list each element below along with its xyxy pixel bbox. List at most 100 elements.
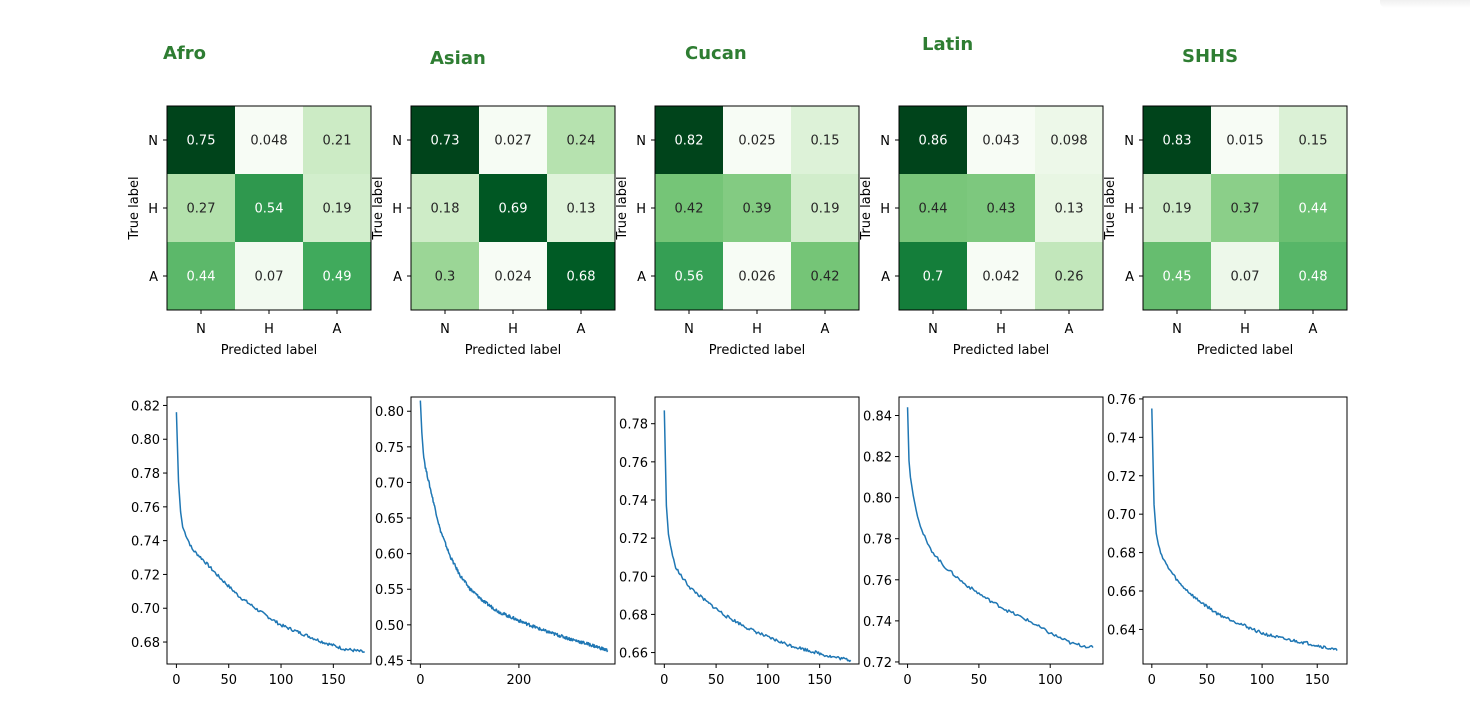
y-tick-label: 0.45 xyxy=(375,654,404,669)
col-label: H xyxy=(508,322,518,337)
heatmap-value: 0.24 xyxy=(567,134,596,149)
y-tick-label: 0.78 xyxy=(131,467,160,482)
heatmap-cell xyxy=(235,106,304,175)
heatmap-cell xyxy=(167,242,236,311)
heatmap-value: 0.026 xyxy=(738,270,775,285)
x-tick-label: 50 xyxy=(220,673,237,688)
heatmap-cell xyxy=(899,174,968,243)
heatmap-cell xyxy=(655,174,724,243)
y-tick-label: 0.68 xyxy=(131,636,160,651)
x-tick-label: 0 xyxy=(903,673,911,688)
heatmap-cell xyxy=(1143,242,1212,311)
y-tick-label: 0.65 xyxy=(375,512,404,527)
heatmap-cell xyxy=(899,106,968,175)
loss-curve xyxy=(175,412,365,653)
panel-title: Afro xyxy=(163,43,206,64)
heatmap-value: 0.13 xyxy=(567,202,596,217)
heatmap-value: 0.13 xyxy=(1055,202,1084,217)
heatmap-value: 0.68 xyxy=(567,270,596,285)
y-tick-label: 0.72 xyxy=(863,656,892,671)
row-label: H xyxy=(148,202,158,217)
heatmap-cell xyxy=(1143,174,1212,243)
heatmap-value: 0.15 xyxy=(811,134,840,149)
y-tick-label: 0.74 xyxy=(619,494,648,509)
heatmap-value: 0.49 xyxy=(323,270,352,285)
x-tick-label: 100 xyxy=(1038,673,1063,688)
y-tick-label: 0.72 xyxy=(1107,470,1136,485)
x-tick-label: 150 xyxy=(1305,673,1330,688)
y-tick-label: 0.82 xyxy=(131,399,160,414)
y-tick-label: 0.50 xyxy=(375,619,404,634)
x-tick-label: 100 xyxy=(755,673,780,688)
heatmap-value: 0.19 xyxy=(1163,202,1192,217)
x-tick-label: 50 xyxy=(1199,673,1216,688)
heatmap-value: 0.83 xyxy=(1163,134,1192,149)
heatmap-cell xyxy=(1035,174,1104,243)
y-tick-label: 0.82 xyxy=(863,451,892,466)
col-label: H xyxy=(264,322,274,337)
heatmap-value: 0.43 xyxy=(987,202,1016,217)
col-label: N xyxy=(684,322,694,337)
heatmap-cell xyxy=(547,106,616,175)
row-label: N xyxy=(636,134,646,149)
heatmap-value: 0.39 xyxy=(743,202,772,217)
heatmap-value: 0.42 xyxy=(675,202,704,217)
y-tick-label: 0.70 xyxy=(619,570,648,585)
x-tick-label: 0 xyxy=(660,673,668,688)
window-shadow xyxy=(1380,0,1470,8)
row-label: A xyxy=(1125,270,1134,285)
heatmap-cell xyxy=(723,174,792,243)
heatmap-cell xyxy=(967,106,1036,175)
heatmap-cell xyxy=(791,242,860,311)
col-label: H xyxy=(1240,322,1250,337)
heatmap-value: 0.027 xyxy=(494,134,531,149)
loss-curve xyxy=(419,400,609,653)
y-axis-label: True label xyxy=(1103,176,1118,240)
heatmap-value: 0.69 xyxy=(499,202,528,217)
col-label: N xyxy=(928,322,938,337)
row-label: A xyxy=(637,270,646,285)
heatmap-cell xyxy=(899,242,968,311)
heatmap-cell xyxy=(547,242,616,311)
heatmap-cell xyxy=(547,174,616,243)
x-axis-label: Predicted label xyxy=(465,343,562,358)
x-axis-label: Predicted label xyxy=(1197,343,1294,358)
y-axis-label: True label xyxy=(371,176,386,240)
y-tick-label: 0.70 xyxy=(131,602,160,617)
heatmap-cell xyxy=(1211,174,1280,243)
heatmap-cell xyxy=(167,174,236,243)
col-label: N xyxy=(196,322,206,337)
heatmap-cell xyxy=(303,106,372,175)
heatmap-cell xyxy=(1035,242,1104,311)
row-label: A xyxy=(881,270,890,285)
heatmap-cell xyxy=(303,174,372,243)
y-tick-label: 0.78 xyxy=(863,533,892,548)
heatmap-value: 0.015 xyxy=(1226,134,1263,149)
row-label: N xyxy=(1124,134,1134,149)
y-tick-label: 0.55 xyxy=(375,583,404,598)
panel-title: Cucan xyxy=(685,43,747,64)
x-tick-label: 50 xyxy=(971,673,988,688)
plot-frame xyxy=(898,396,1104,665)
loss-curve xyxy=(1151,408,1338,651)
y-axis-label: True label xyxy=(615,176,630,240)
heatmap-value: 0.042 xyxy=(982,270,1019,285)
heatmap-value: 0.024 xyxy=(494,270,531,285)
heatmap-cell xyxy=(479,242,548,311)
heatmap-value: 0.45 xyxy=(1163,270,1192,285)
y-tick-label: 0.66 xyxy=(619,647,648,662)
col-label: A xyxy=(821,322,830,337)
y-tick-label: 0.68 xyxy=(619,608,648,623)
x-tick-label: 0 xyxy=(1148,673,1156,688)
heatmap-cell xyxy=(1279,242,1348,311)
x-axis-label: Predicted label xyxy=(709,343,806,358)
y-tick-label: 0.80 xyxy=(375,405,404,420)
x-tick-label: 0 xyxy=(416,673,424,688)
heatmap-value: 0.44 xyxy=(187,270,216,285)
x-tick-label: 50 xyxy=(708,673,725,688)
heatmap-value: 0.26 xyxy=(1055,270,1084,285)
heatmap-value: 0.048 xyxy=(250,134,287,149)
col-label: A xyxy=(577,322,586,337)
heatmap-cell xyxy=(791,174,860,243)
heatmap-cell xyxy=(655,242,724,311)
